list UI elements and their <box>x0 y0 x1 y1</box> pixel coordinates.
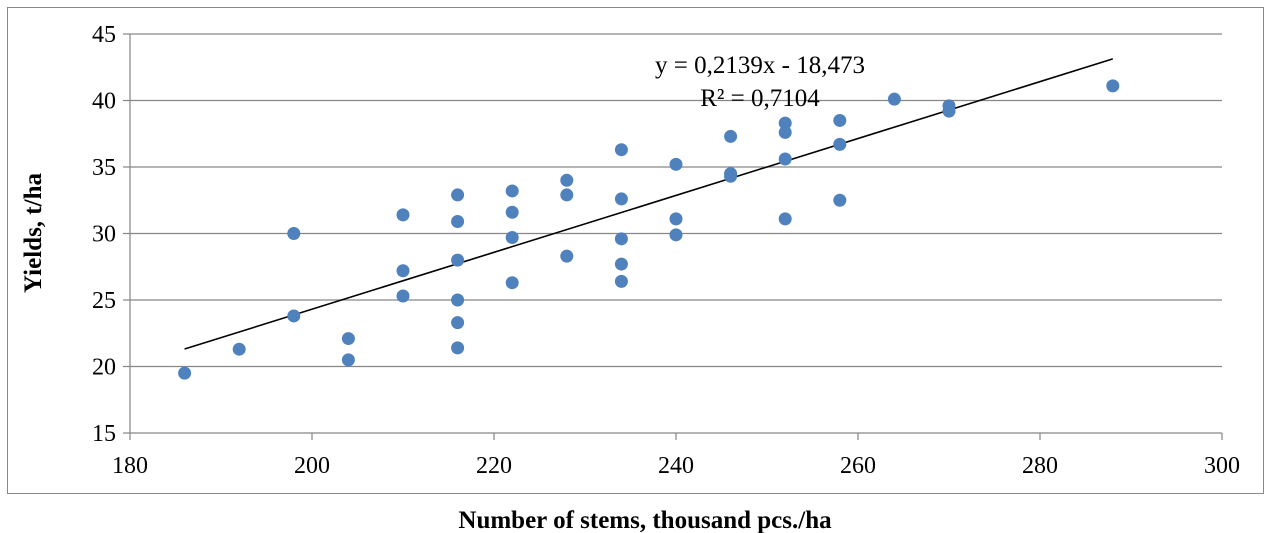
trendline-layer <box>184 58 1114 350</box>
data-point <box>287 309 301 323</box>
data-point <box>505 184 519 198</box>
data-point <box>669 157 683 171</box>
data-point <box>451 188 465 202</box>
data-point <box>505 230 519 244</box>
data-point <box>451 341 465 355</box>
data-point <box>887 92 901 106</box>
x-tick-label: 180 <box>112 453 148 479</box>
x-tick-label: 200 <box>294 453 330 479</box>
y-tick-label: 25 <box>92 288 116 314</box>
data-point <box>1106 79 1120 93</box>
x-axis-title: Number of stems, thousand pcs./ha <box>458 507 832 533</box>
data-point <box>614 192 628 206</box>
data-point <box>560 173 574 187</box>
data-point <box>778 116 792 130</box>
data-point <box>341 332 355 346</box>
x-tick-label: 300 <box>1204 453 1240 479</box>
axes <box>123 33 1223 440</box>
data-point <box>778 152 792 166</box>
data-point <box>778 212 792 226</box>
data-point <box>778 125 792 139</box>
data-point <box>833 113 847 127</box>
data-point <box>942 99 956 113</box>
y-tick-label: 40 <box>92 89 116 115</box>
x-tick-label: 280 <box>1022 453 1058 479</box>
y-tick-label: 30 <box>92 222 116 248</box>
data-point <box>396 264 410 278</box>
data-point <box>451 253 465 267</box>
data-point <box>232 342 246 356</box>
data-point <box>833 137 847 151</box>
y-tick-labels: 15 20 25 30 35 40 45 <box>92 22 116 447</box>
data-point <box>396 208 410 222</box>
x-tick-label: 260 <box>840 453 876 479</box>
data-point <box>396 289 410 303</box>
data-point <box>560 249 574 263</box>
y-axis-title: Yields, t/ha <box>20 173 47 293</box>
y-tick-label: 45 <box>92 22 116 48</box>
y-tick-label: 15 <box>92 421 116 447</box>
trendline-r-squared: R² = 0,7104 <box>700 85 820 112</box>
data-point <box>287 227 301 240</box>
trendline <box>184 58 1114 350</box>
data-point <box>614 143 628 157</box>
chart-frame <box>7 7 1264 494</box>
x-tick-label: 220 <box>476 453 512 479</box>
data-point <box>505 276 519 290</box>
x-tick-label: 240 <box>658 453 694 479</box>
y-tick-label: 20 <box>92 355 116 381</box>
data-point <box>178 366 192 380</box>
data-point <box>341 353 355 367</box>
data-point <box>833 193 847 207</box>
data-point <box>451 293 465 307</box>
trendline-equation: y = 0,2139x - 18,473 <box>655 52 865 79</box>
data-point <box>669 212 683 226</box>
data-point <box>614 274 628 288</box>
data-point <box>669 228 683 242</box>
data-point <box>724 167 738 181</box>
data-point <box>614 232 628 246</box>
data-point <box>560 188 574 202</box>
data-point <box>724 129 738 143</box>
y-tick-label: 35 <box>92 155 116 181</box>
data-point <box>451 215 465 229</box>
data-point <box>505 205 519 219</box>
data-points <box>178 79 1120 380</box>
data-point <box>614 257 628 271</box>
data-point <box>451 316 465 330</box>
x-tick-labels: 180 200 220 240 260 280 300 <box>112 453 1240 479</box>
